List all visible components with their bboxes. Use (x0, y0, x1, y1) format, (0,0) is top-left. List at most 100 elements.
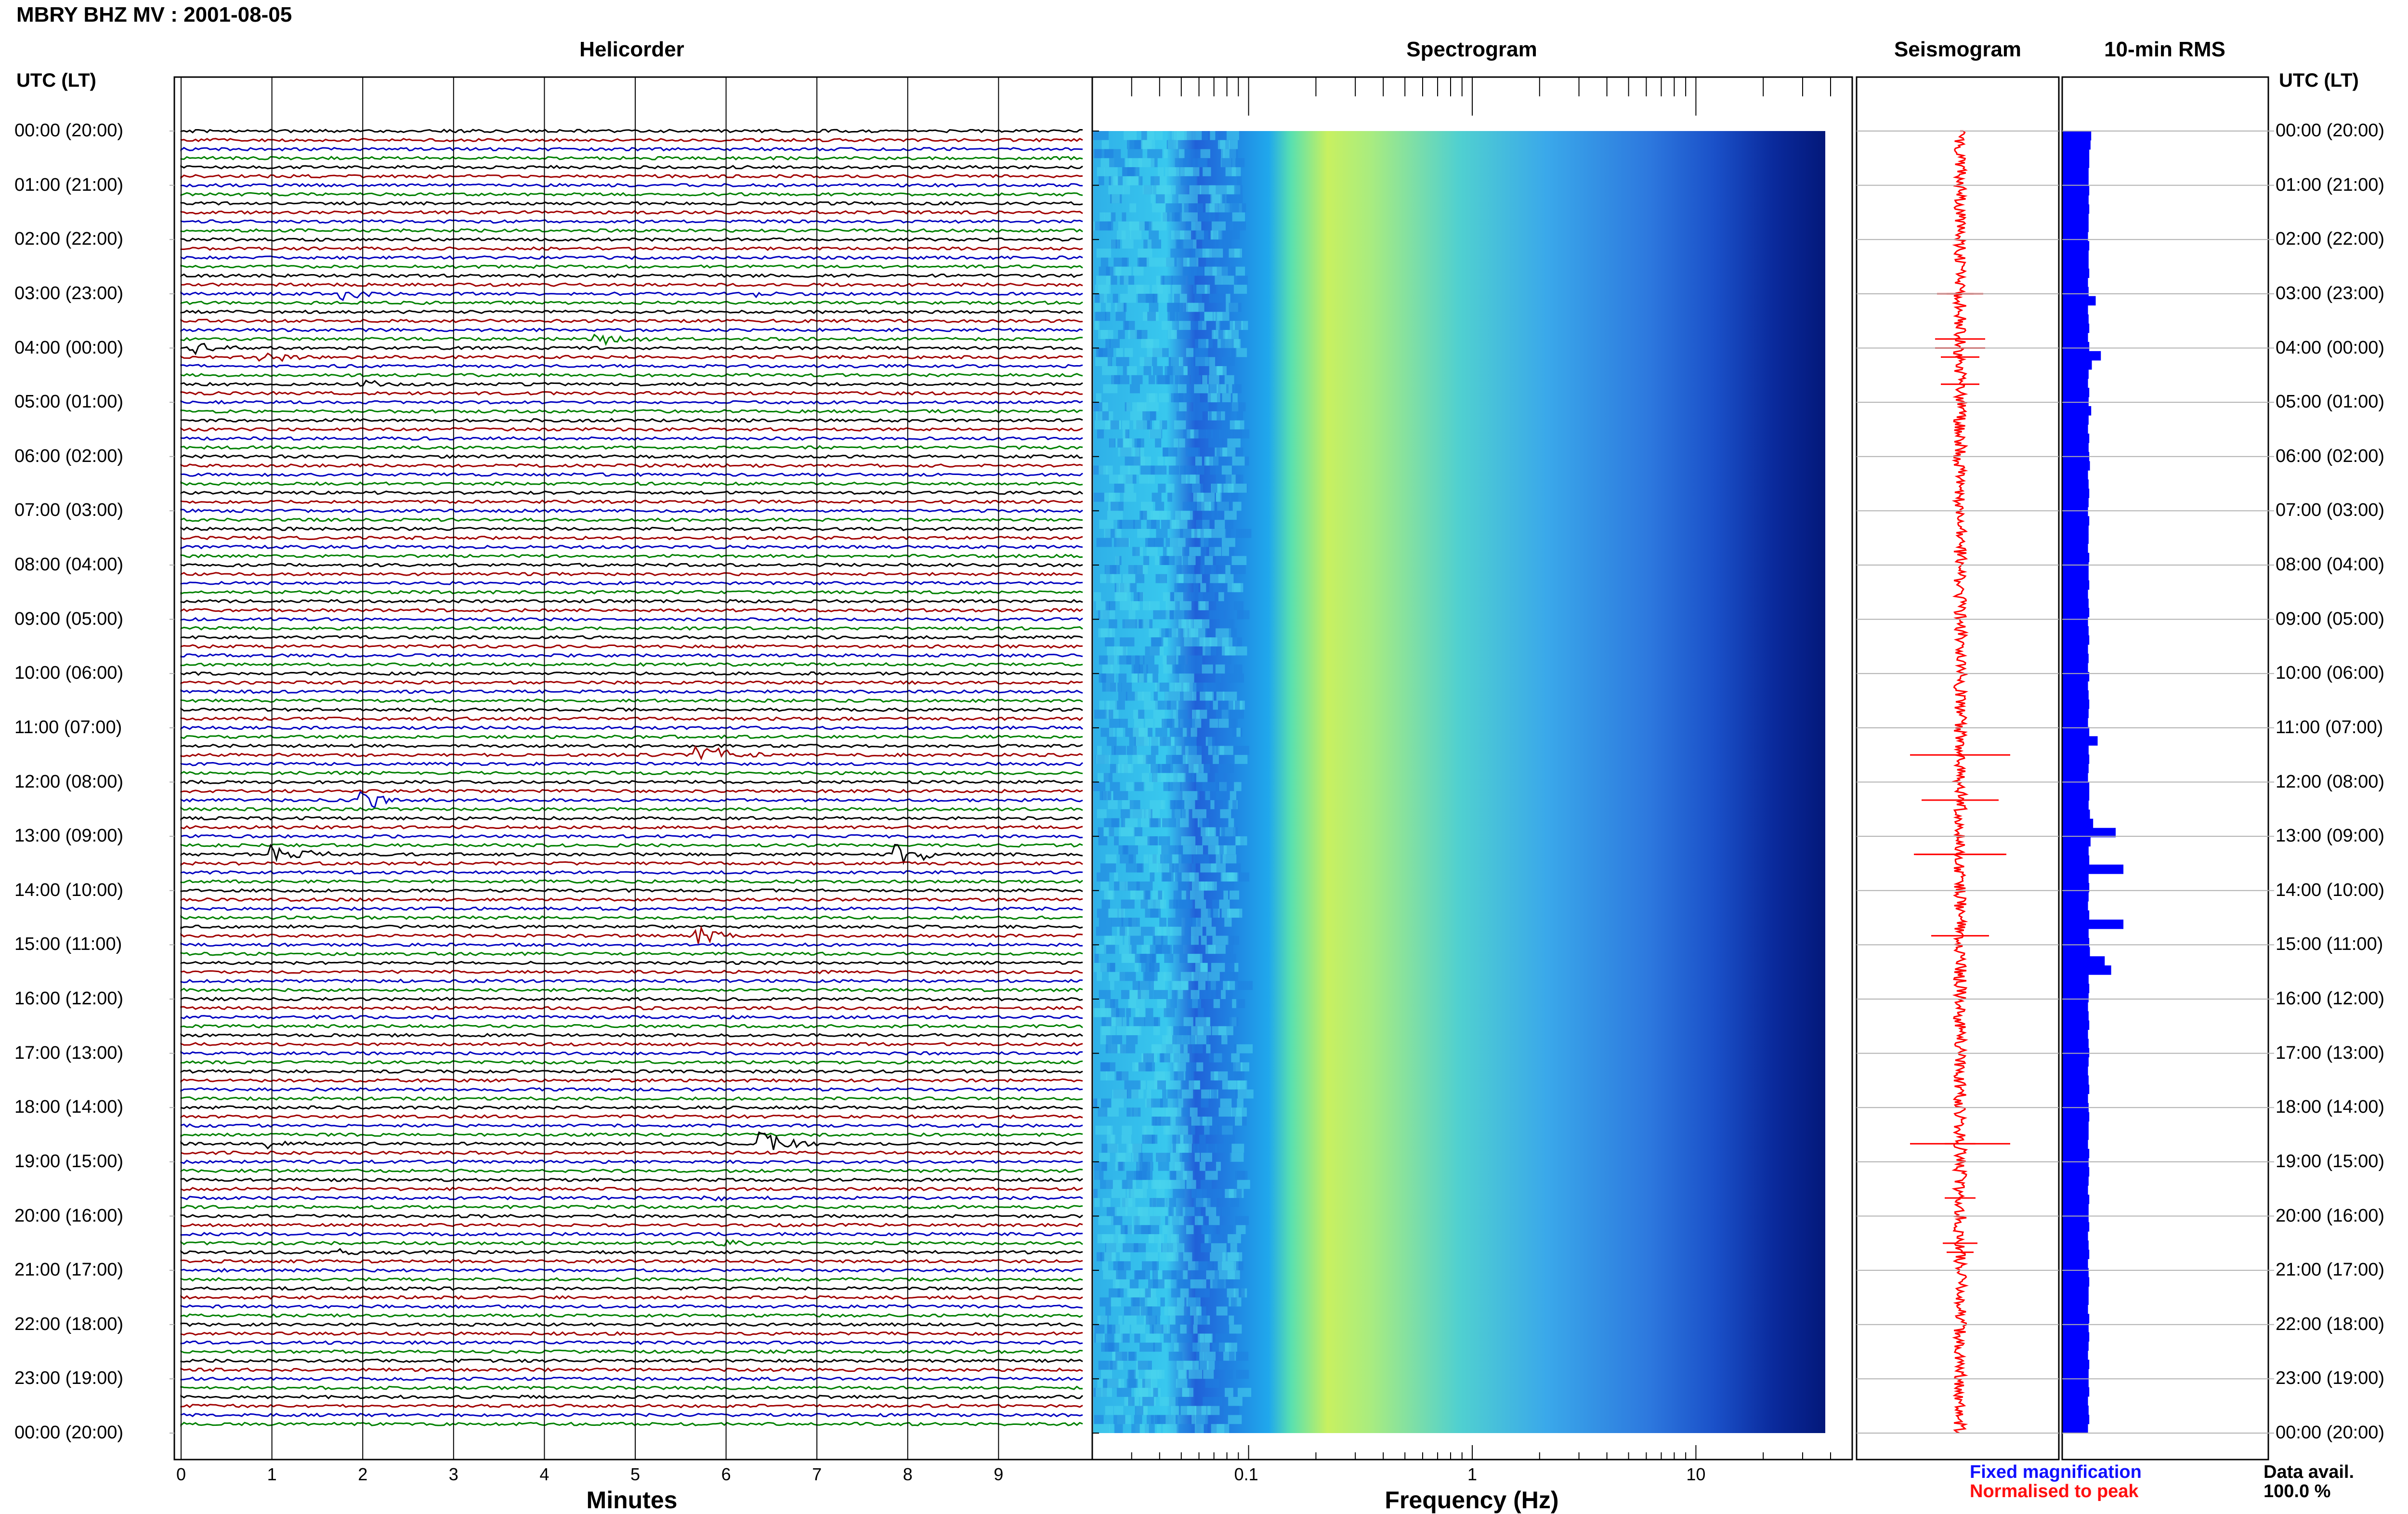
spectrogram-cell (1135, 1406, 1143, 1415)
spectrogram-cell (1163, 592, 1171, 602)
spectrogram-cell (1165, 1107, 1178, 1117)
helicorder-trace (180, 1123, 1083, 1128)
spectrogram-cell (1116, 266, 1132, 276)
spectrogram-cell (1193, 1198, 1204, 1207)
spectrogram-cell (1230, 791, 1236, 801)
spectrogram-cell (1188, 746, 1202, 755)
rms-bar (2062, 791, 2090, 801)
spectrogram-cell (1195, 456, 1202, 466)
spectrogram-cell (1162, 719, 1173, 728)
spectrogram-cell (1178, 881, 1187, 891)
spectrogram-cell (1226, 1062, 1241, 1072)
left-time-label: 19:00 (15:00) (14, 1151, 124, 1172)
helicorder-trace (180, 219, 1083, 224)
spectrogram-cell (1236, 1044, 1253, 1053)
helicorder-trace (180, 210, 1083, 215)
spectrogram-cell (1176, 664, 1185, 674)
rms-bar (2062, 773, 2088, 782)
spectrogram-cell (1127, 149, 1143, 158)
spectrogram-cell (1102, 366, 1117, 375)
spectrogram-cell (1196, 348, 1208, 357)
spectrogram-cell (1200, 1180, 1212, 1189)
spectrogram-cell (1152, 1261, 1159, 1271)
spectrogram-cell (1149, 393, 1155, 403)
spectrogram-cell (1208, 845, 1217, 855)
right-time-label: 23:00 (19:00) (2276, 1368, 2385, 1389)
spectrogram-cell (1111, 918, 1124, 927)
spectrogram-cell (1096, 601, 1107, 610)
spectrogram-cell (1129, 221, 1145, 231)
spectrogram-cell (1229, 1315, 1234, 1325)
spectrogram-cell (1218, 1026, 1233, 1036)
spectrogram-cell (1237, 1098, 1243, 1108)
spectrogram-cell (1191, 1189, 1207, 1198)
spectrogram-cell (1215, 276, 1222, 285)
spectrogram-cell (1233, 583, 1243, 592)
spectrogram-cell (1217, 511, 1222, 520)
spectrogram-cell (1213, 999, 1220, 1008)
spectrogram-cell (1191, 321, 1203, 330)
spectrogram-cell (1146, 1089, 1152, 1099)
spectrogram-cell (1134, 1171, 1142, 1180)
spectrogram-cell (1170, 683, 1182, 692)
rms-bar (2062, 598, 2089, 608)
rms-bar (2062, 947, 2090, 957)
rms-bar (2062, 360, 2092, 370)
spectrogram-cell (1196, 845, 1203, 855)
spectrogram-cell (1224, 375, 1234, 384)
spectrogram-cell (1225, 1017, 1232, 1027)
spectrogram-cell (1130, 1279, 1139, 1289)
spectrogram-cell (1114, 1207, 1128, 1216)
spectrogram-cell (1229, 303, 1242, 312)
spectrogram-cell (1197, 528, 1213, 538)
spectrogram-cell (1109, 890, 1114, 900)
left-time-label: 07:00 (03:00) (14, 500, 124, 521)
spectrogram-cell (1093, 1098, 1098, 1108)
spectrogram-cell (1179, 465, 1186, 475)
spectrogram-cell (1231, 266, 1236, 276)
spectrogram-cell (1147, 239, 1153, 249)
spectrogram-cell (1163, 1424, 1177, 1433)
spectrogram-cell (1226, 131, 1239, 140)
helicorder-trace (180, 1105, 1083, 1110)
spectrogram-cell (1106, 465, 1113, 475)
helicorder-trace (180, 689, 1083, 694)
spectrogram-cell (1205, 1171, 1218, 1180)
spectrogram-cell (1136, 1388, 1143, 1397)
spectrogram-cell (1156, 276, 1162, 285)
spectrogram-cell (1171, 1207, 1176, 1216)
helicorder-trace (180, 174, 1083, 179)
spectrogram-cell (1149, 429, 1162, 439)
right-time-label: 20:00 (16:00) (2276, 1205, 2385, 1226)
helicorder-trace (180, 1114, 1083, 1119)
helicorder-trace (180, 662, 1083, 667)
spectrogram-cell (1189, 185, 1201, 195)
spectrogram-cell (1182, 791, 1198, 801)
spectrogram-cell (1125, 926, 1141, 936)
rms-bar (2062, 589, 2088, 599)
spectrogram-cell (1148, 899, 1164, 909)
spectrogram-cell (1149, 230, 1159, 240)
spectrogram-cell (1226, 1153, 1231, 1162)
spectrogram-cell (1113, 1415, 1125, 1424)
spectrogram-cell (1203, 167, 1211, 176)
spectrogram-cell (1194, 619, 1210, 629)
helicorder-trace (180, 1132, 1083, 1137)
spectrogram-cell (1111, 1008, 1119, 1017)
spectrogram-cell (1226, 845, 1236, 855)
spectrogram-cell (1109, 710, 1113, 719)
spectrogram-cell (1189, 592, 1203, 602)
spectrogram-cell (1176, 565, 1182, 574)
spectrogram-cell (1154, 1415, 1169, 1424)
spectrogram-cell (1118, 755, 1128, 764)
spectrogram-cell (1222, 1080, 1237, 1090)
helicorder-trace (180, 445, 1083, 450)
spectrogram-cell (1111, 501, 1124, 511)
spectrogram-cell (1190, 628, 1205, 638)
spectrogram-cell (1109, 474, 1124, 484)
spectrogram-cell (1228, 935, 1239, 945)
spectrogram-cell (1178, 990, 1183, 999)
spectrogram-cell (1189, 366, 1199, 375)
spectrogram-cell (1155, 574, 1167, 583)
spectrogram-cell (1138, 293, 1147, 303)
